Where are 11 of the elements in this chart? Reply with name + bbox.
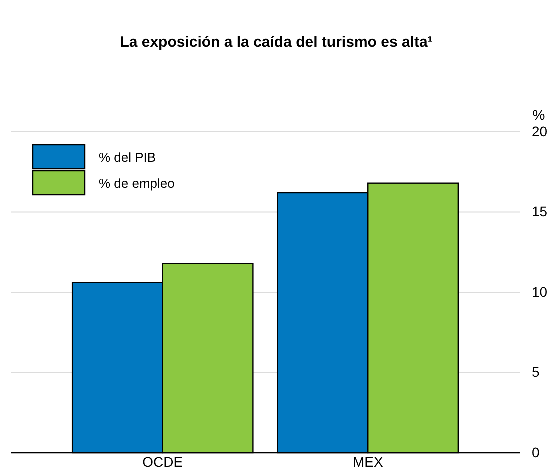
chart-title: La exposición a la caída del turismo es alta¹	[120, 34, 433, 51]
y-tick-label: 15	[532, 204, 548, 220]
y-tick-label: 0	[532, 444, 540, 460]
x-tick-label: OCDE	[142, 454, 184, 470]
legend-label: % de empleo	[99, 176, 175, 191]
x-tick-label: MEX	[352, 454, 384, 470]
y-tick-label: 10	[532, 284, 548, 300]
y-axis-title: %	[532, 107, 546, 123]
y-tick-label: 20	[532, 123, 548, 140]
legend-label: % del PIB	[99, 150, 156, 165]
y-tick-label: 5	[532, 364, 540, 380]
